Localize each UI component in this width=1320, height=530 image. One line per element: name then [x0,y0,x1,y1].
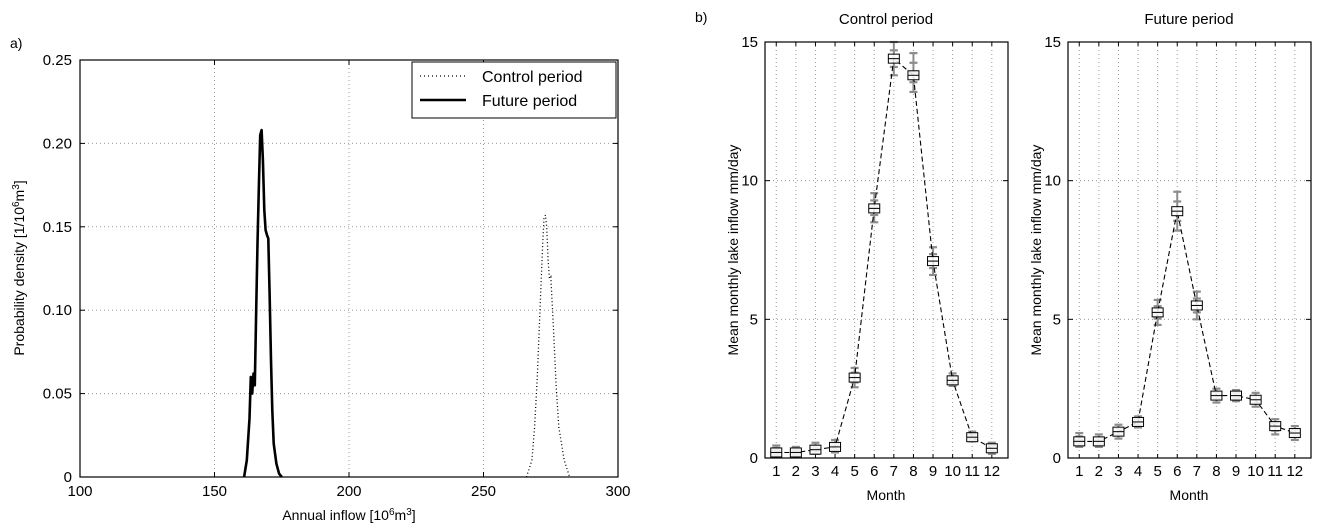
chart-c-grid [1068,42,1311,458]
y-tick-label: 0.10 [43,302,72,319]
x-tick-label: 150 [202,483,227,500]
x-tick-label: 11 [964,463,980,480]
series-future-period [242,128,283,478]
chart-b-title: Control period [839,11,933,28]
x-tick-label: 7 [890,463,898,480]
x-tick-label: 6 [1173,463,1181,480]
y-tick-label: 15 [741,34,758,51]
x-tick-label: 7 [1193,463,1201,480]
chart-b-frame [764,41,1009,459]
x-tick-label: 3 [811,463,819,480]
x-tick-label: 10 [944,463,961,480]
mean-line [776,57,993,454]
x-tick-label: 4 [831,463,839,480]
series-control-period [525,214,571,478]
y-tick-label: 0.25 [43,52,72,69]
chart-c-xlabel: Month [1170,487,1209,503]
x-tick-label: 8 [1212,463,1220,480]
x-tick-label: 11 [1267,463,1283,480]
chart-c-title: Future period [1144,11,1233,28]
y-tick-label: 15 [1044,34,1061,51]
x-tick-label: 200 [336,483,361,500]
chart-a-ylabel: Probability density [1/106m3] [11,180,28,355]
y-tick-label: 0 [64,469,72,486]
x-tick-label: 1 [1075,463,1083,480]
chart-b-series [770,40,998,458]
y-tick-label: 0.20 [43,135,72,152]
chart-b-grid [765,42,1008,458]
x-tick-label: 2 [792,463,800,480]
chart-c-ylabel: Mean monthly lake inflow mm/day [1028,145,1044,356]
chart-a-xlabel: Annual inflow [106m3] [282,507,415,524]
x-tick-label: 100 [67,483,92,500]
panel-label-a: a) [10,35,22,51]
legend-label-future: Future period [482,93,577,110]
chart-a: 100 150 200 250 300 0 0.05 0.10 0.15 0.20 0.25 Con… [11,52,631,523]
chart-b-xlabel: Month [867,487,906,503]
x-tick-label: 4 [1134,463,1142,480]
x-tick-label: 2 [1095,463,1103,480]
y-tick-label: 0 [1053,450,1061,467]
x-tick-label: 8 [909,463,917,480]
legend-box [411,61,617,119]
y-tick-label: 5 [1053,311,1061,328]
chart-a-frame [79,59,619,478]
x-tick-label: 250 [471,483,496,500]
chart-a-grid [80,60,618,477]
x-tick-label: 300 [605,483,630,500]
chart-c-frame [1067,41,1312,459]
panel-label-b: b) [695,9,707,25]
y-tick-label: 0 [750,450,758,467]
x-tick-label: 12 [983,463,1000,480]
x-tick-label: 5 [1153,463,1161,480]
y-tick-label: 5 [750,311,758,328]
x-tick-label: 6 [870,463,878,480]
x-tick-label: 12 [1286,463,1303,480]
x-tick-label: 3 [1114,463,1122,480]
y-tick-label: 10 [1044,173,1061,190]
x-tick-label: 10 [1247,463,1264,480]
mean-line [1079,211,1295,442]
chart-a-legend: Control period Future period [411,61,617,119]
chart-c-series [1073,190,1301,449]
chart-a-series [242,128,571,478]
y-tick-label: 0.15 [43,219,72,236]
x-tick-label: 9 [1232,463,1240,480]
y-tick-label: 0.05 [43,386,72,403]
chart-b-ylabel: Mean monthly lake inflow mm/day [725,145,741,356]
legend-label-control: Control period [482,69,583,86]
x-tick-label: 1 [772,463,780,480]
x-tick-label: 5 [850,463,858,480]
y-tick-label: 10 [741,173,758,190]
chart-a-axes: 100 150 200 250 300 0 0.05 0.10 0.15 0.20 0.25 [43,52,631,500]
x-tick-label: 9 [929,463,937,480]
